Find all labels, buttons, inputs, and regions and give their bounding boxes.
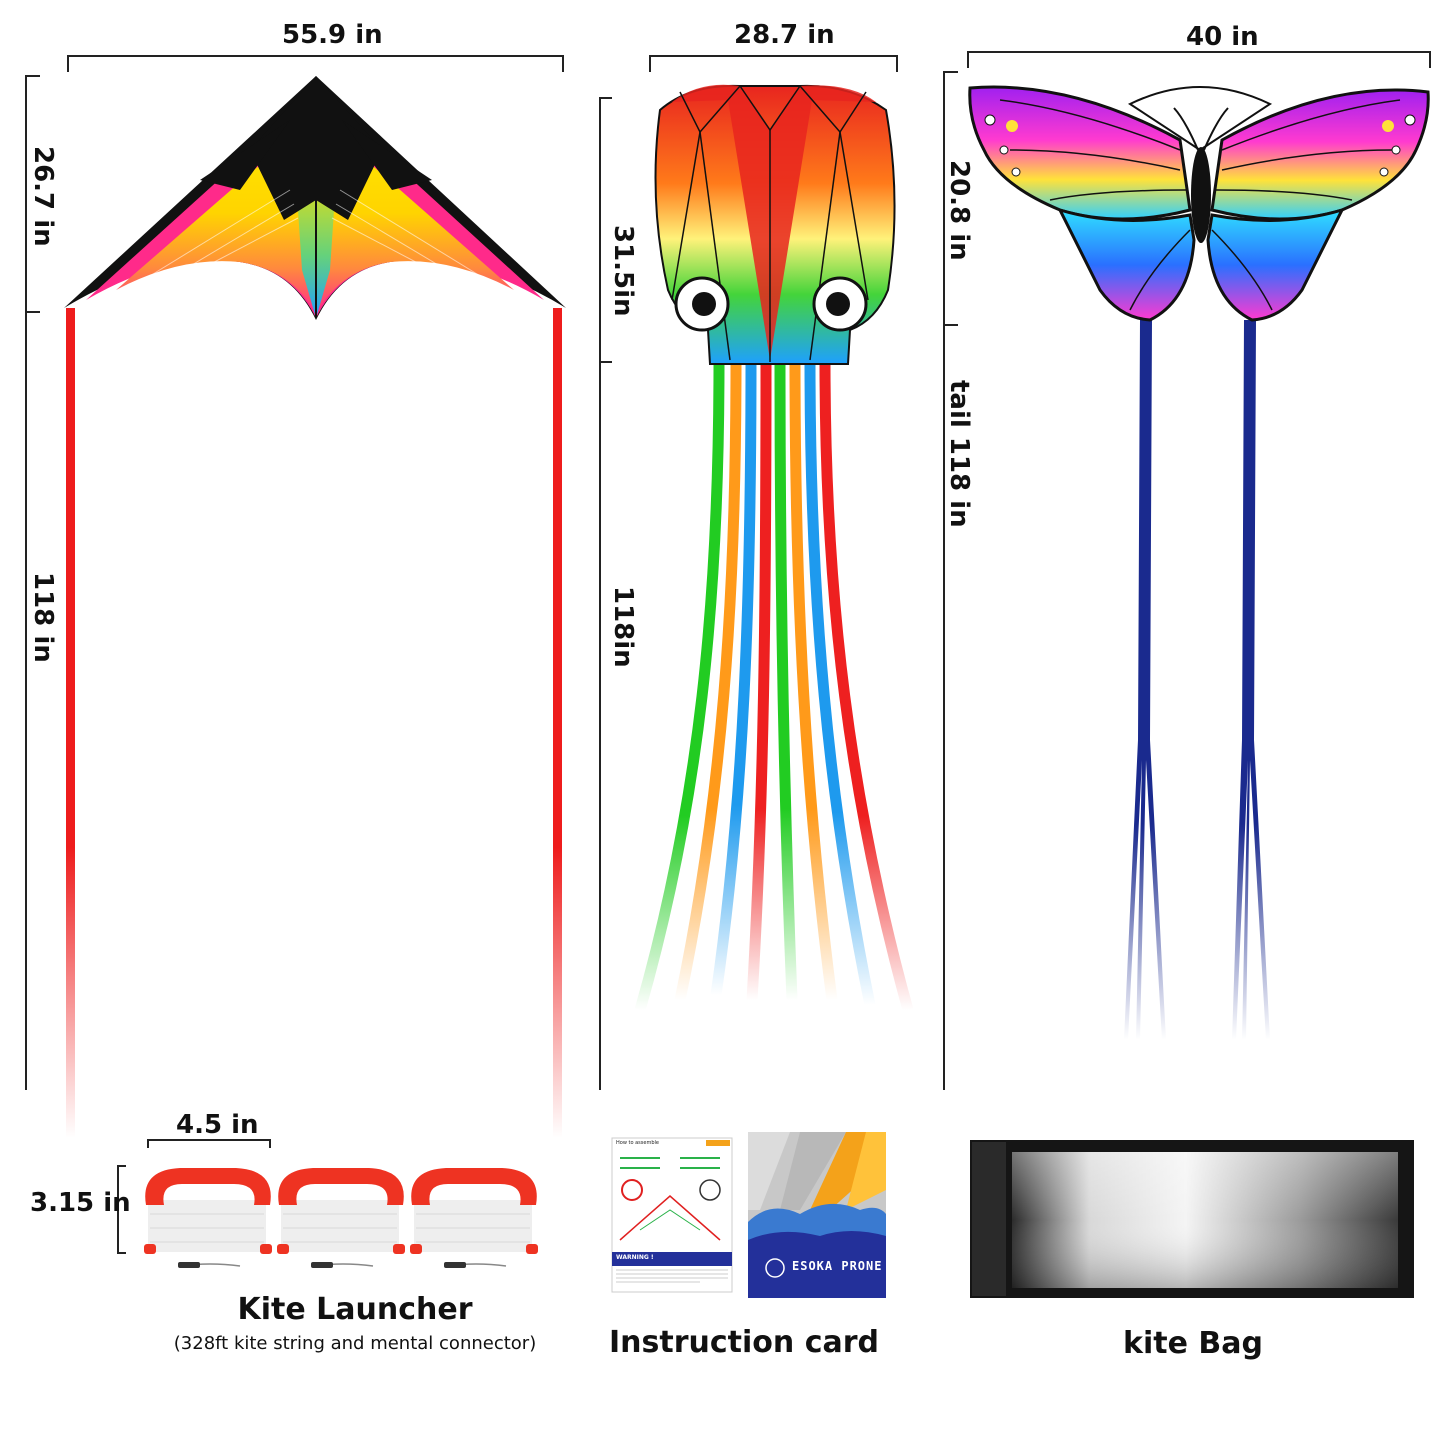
octopus-width-label: 28.7 in: [734, 20, 835, 50]
launcher-title: Kite Launcher: [237, 1292, 473, 1327]
card-brand-text: ESOKA PRONE: [792, 1259, 883, 1273]
card-header-text: How to assemble: [616, 1140, 659, 1146]
launcher-width-label: 4.5 in: [176, 1110, 259, 1140]
launcher-height-label: 3.15 in: [30, 1188, 131, 1218]
launcher-reel: [144, 1168, 272, 1268]
delta-width-label: 55.9 in: [282, 20, 383, 50]
instruction-title: Instruction card: [609, 1325, 879, 1360]
card-warning-text: WARNING !: [616, 1254, 654, 1261]
bag-title: kite Bag: [1123, 1326, 1263, 1361]
launcher-subtitle: (328ft kite string and mental connector): [173, 1333, 537, 1354]
butterfly-width-label: 40 in: [1186, 22, 1259, 52]
launcher-reel: [277, 1168, 405, 1268]
launcher-reel: [410, 1168, 538, 1268]
